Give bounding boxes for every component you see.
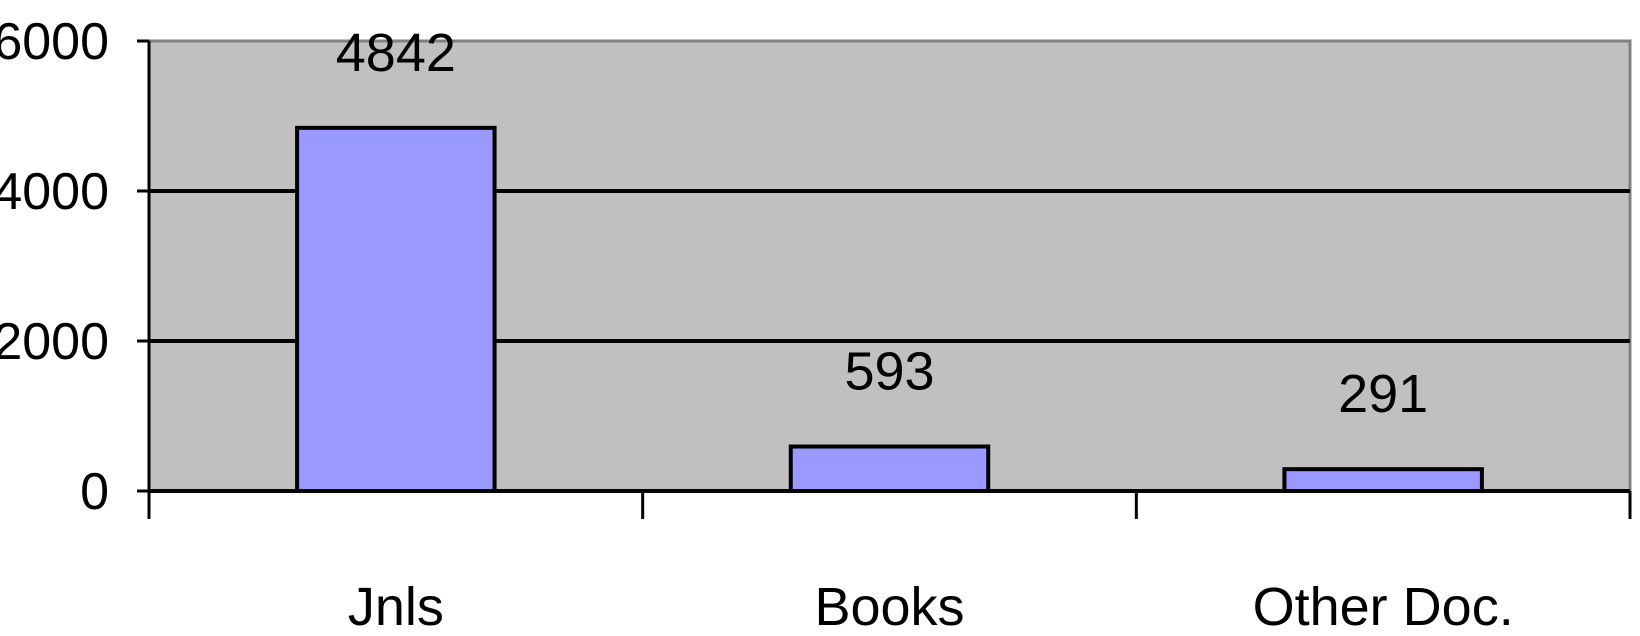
data-label: 291 — [1338, 364, 1428, 424]
x-axis-ticks — [147, 491, 1632, 519]
y-tick-label: 4000 — [0, 163, 109, 221]
bar-other-doc — [1282, 467, 1484, 493]
data-labels: 4842 593 291 — [336, 23, 1428, 424]
bars — [295, 125, 1484, 493]
y-tick-label: 2000 — [0, 313, 109, 371]
bar-books — [788, 444, 991, 493]
data-label: 593 — [844, 342, 934, 402]
category-labels: Jnls Books Other Doc. — [348, 577, 1514, 636]
y-axis-ticks: 0 2000 4000 6000 — [0, 13, 149, 521]
x-category-label: Other Doc. — [1253, 577, 1514, 636]
y-tick-label: 0 — [80, 463, 109, 521]
bar-jnls — [295, 125, 497, 493]
data-label: 4842 — [336, 23, 456, 83]
y-tick-label: 6000 — [0, 13, 109, 71]
x-category-label: Books — [814, 577, 964, 636]
x-category-label: Jnls — [348, 577, 444, 636]
